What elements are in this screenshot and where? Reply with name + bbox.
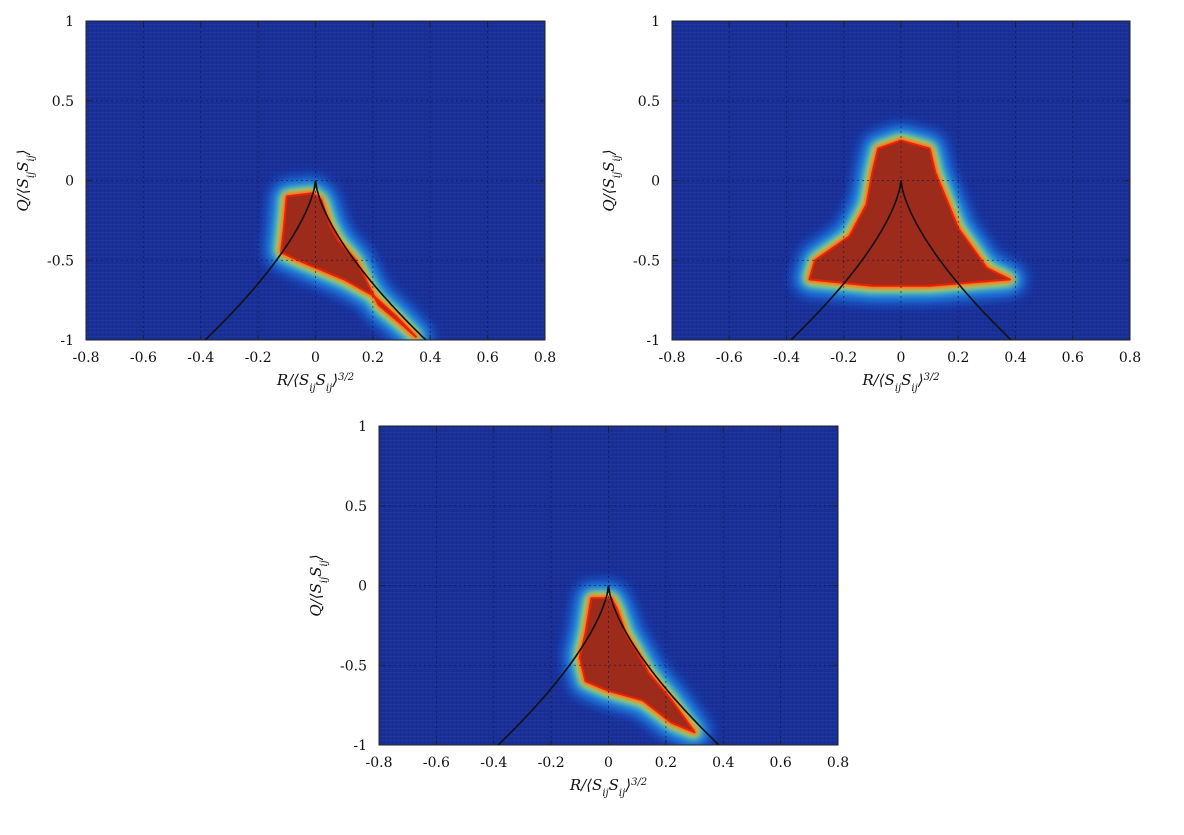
x-tick-label: -0.2 [830,350,857,366]
y-axis-label: Q/⟨SijSij⟩ [307,554,330,616]
heatmap-body [379,426,838,745]
x-tick-label: -0.4 [773,350,800,366]
x-tick-label: 0.4 [712,755,734,771]
density-core-region [808,139,1011,287]
x-tick-label: -0.8 [659,350,686,366]
x-tick-label: -0.6 [130,350,157,366]
y-tick-label: 0.5 [345,499,367,515]
x-tick-label: -0.6 [423,755,450,771]
x-tick-label: 0 [604,755,613,771]
x-axis-label: R/⟨SijSij⟩3/2 [276,371,354,394]
vieillefosse-curve-right [607,585,721,745]
heatmap-body [672,21,1130,340]
y-tick-label: 0.5 [52,94,74,110]
x-tick-label: 0.6 [476,350,498,366]
x-axis-label: R/⟨SijSij⟩3/2 [569,776,647,799]
x-tick-label: 0.8 [827,755,849,771]
vieillefosse-curve-left [496,585,610,745]
x-tick-label: -0.8 [73,350,100,366]
y-tick-label: -1 [60,333,74,349]
heatmap-panel-top-left: -0.8 -0.6 -0.4 -0.2 0 0.2 0.4 0.6 0.8 1 0.5 0 -0.5 -1… [14,14,556,394]
x-tick-label: 0.8 [534,350,556,366]
heatmap-panel-bottom: -0.8 -0.6 -0.4 -0.2 0 0.2 0.4 0.6 0.8 1 0.5 0 -0.5 -1… [307,419,849,799]
y-tick-label: 0 [358,579,367,595]
y-axis-label: Q/⟨SijSij⟩ [14,149,37,211]
y-tick-label: -0.5 [47,253,74,269]
x-tick-label: -0.4 [480,755,507,771]
density-core-region [280,192,417,338]
y-tick-label: -0.5 [340,658,367,674]
y-axis-label: Q/⟨SijSij⟩ [600,149,623,211]
x-tick-label: 0.4 [419,350,441,366]
x-tick-label: -0.6 [716,350,743,366]
y-tick-label: 0.5 [638,94,660,110]
x-tick-label: -0.2 [245,350,272,366]
x-tick-label: 0.2 [655,755,677,771]
y-tick-label: 0 [65,174,74,190]
x-tick-label: 0.8 [1119,350,1141,366]
vieillefosse-curve-left [203,180,317,340]
x-tick-label: 0 [311,350,320,366]
x-tick-label: -0.2 [538,755,565,771]
y-tick-label: -1 [646,333,660,349]
y-tick-label: 0 [651,174,660,190]
heatmap-panel-top-right: -0.8 -0.6 -0.4 -0.2 0 0.2 0.4 0.6 0.8 1 0.5 0 -0.5 -1… [600,14,1141,394]
y-tick-label: 1 [65,14,74,30]
y-tick-label: 1 [358,419,367,435]
x-tick-label: -0.4 [187,350,214,366]
x-tick-label: 0.2 [947,350,969,366]
x-tick-label: -0.8 [366,755,393,771]
y-tick-label: -1 [353,738,367,754]
vieillefosse-curve-right [314,180,428,340]
x-axis-label: R/⟨SijSij⟩3/2 [861,371,939,394]
x-tick-label: 0.2 [362,350,384,366]
heatmap-body [86,21,545,340]
x-tick-label: 0.6 [769,755,791,771]
x-tick-label: 0.6 [1062,350,1084,366]
x-tick-label: 0 [897,350,906,366]
y-tick-label: -0.5 [633,253,660,269]
y-tick-label: 1 [651,14,660,30]
vieillefosse-curve-right [900,180,1013,340]
vieillefosse-curve-left [789,180,902,340]
x-tick-label: 0.4 [1004,350,1026,366]
